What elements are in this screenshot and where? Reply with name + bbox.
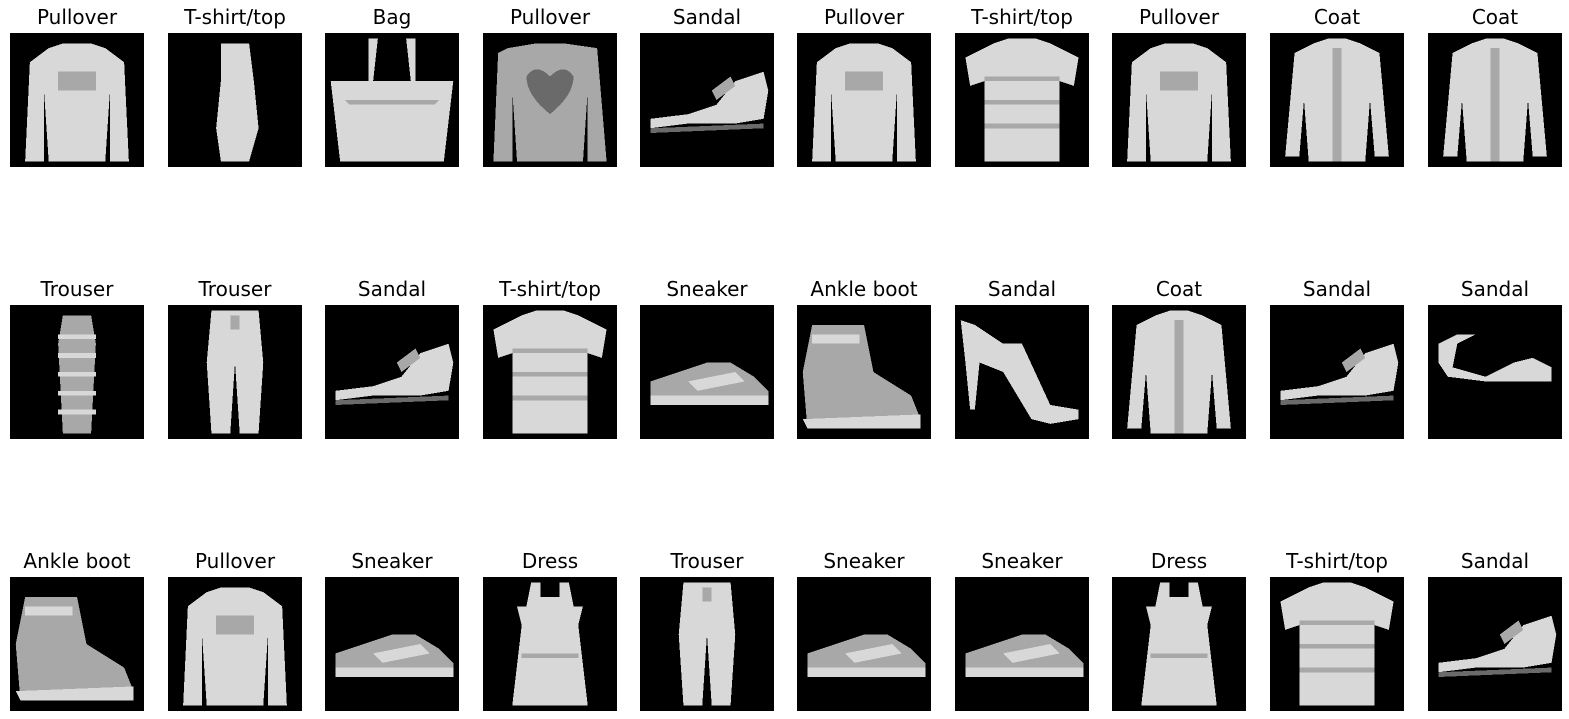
image-label: Ankle boot [810, 277, 918, 301]
image-label: Sneaker [351, 549, 433, 573]
sneaker-image [797, 577, 931, 711]
image-tile: T-shirt/top [1270, 544, 1404, 711]
trouser-image [168, 305, 302, 439]
image-tile: Dress [1112, 544, 1246, 711]
image-label: Sneaker [823, 549, 905, 573]
image-tile: Pullover [797, 0, 931, 167]
flat-sandal-image [1428, 305, 1562, 439]
pullover-image [1112, 33, 1246, 167]
image-tile: Trouser [168, 272, 302, 439]
heart-pullover-image [483, 33, 617, 167]
image-tile: T-shirt/top [168, 0, 302, 167]
image-tile: Trouser [10, 272, 144, 439]
sandal-image [1428, 577, 1562, 711]
image-tile: Sandal [1270, 272, 1404, 439]
coat-image [1428, 33, 1562, 167]
pullover-image [10, 33, 144, 167]
trouser-image [640, 577, 774, 711]
image-label: Sneaker [666, 277, 748, 301]
image-label: T-shirt/top [971, 5, 1073, 29]
image-tile: Sandal [325, 272, 459, 439]
image-label: Sandal [672, 5, 742, 29]
image-tile: Sneaker [640, 272, 774, 439]
image-tile: Sneaker [325, 544, 459, 711]
image-tile: Coat [1428, 0, 1562, 167]
bag-image [325, 33, 459, 167]
image-label: Pullover [509, 5, 591, 29]
image-label: T-shirt/top [499, 277, 601, 301]
image-label: Sandal [1460, 277, 1530, 301]
ankle-boot-image [10, 577, 144, 711]
sandal-image [1270, 305, 1404, 439]
image-label: Bag [372, 5, 412, 29]
image-label: Dress [521, 549, 579, 573]
image-tile: Pullover [168, 544, 302, 711]
sandal-image [640, 33, 774, 167]
image-label: Coat [1155, 277, 1203, 301]
pullover-image [797, 33, 931, 167]
tshirt-image [1270, 577, 1404, 711]
sandal-image [325, 305, 459, 439]
striped-dress-image [10, 305, 144, 439]
tshirt-image [955, 33, 1089, 167]
image-label: Trouser [40, 277, 114, 301]
image-tile: Sneaker [797, 544, 931, 711]
coat-image [1270, 33, 1404, 167]
coat-image [1112, 305, 1246, 439]
image-label: T-shirt/top [184, 5, 286, 29]
high-heel-sandal-image [955, 305, 1089, 439]
image-label: Sandal [1302, 277, 1372, 301]
image-label: Coat [1313, 5, 1361, 29]
sneaker-image [325, 577, 459, 711]
dress-image [1112, 577, 1246, 711]
sneaker-image [640, 305, 774, 439]
image-tile: Sandal [1428, 272, 1562, 439]
pullover-image [168, 577, 302, 711]
image-tile: Pullover [10, 0, 144, 167]
image-tile: Ankle boot [797, 272, 931, 439]
image-tile: Coat [1270, 0, 1404, 167]
ankle-boot-image [797, 305, 931, 439]
dress-image [483, 577, 617, 711]
image-tile: Ankle boot [10, 544, 144, 711]
image-label: Sandal [987, 277, 1057, 301]
tshirt-image [483, 305, 617, 439]
image-label: Pullover [36, 5, 118, 29]
image-tile: Trouser [640, 544, 774, 711]
image-tile: Coat [1112, 272, 1246, 439]
image-label: Ankle boot [23, 549, 131, 573]
image-label: Trouser [198, 277, 272, 301]
image-tile: T-shirt/top [483, 272, 617, 439]
image-label: Trouser [670, 549, 744, 573]
image-tile: Sandal [640, 0, 774, 167]
image-tile: Bag [325, 0, 459, 167]
image-label: Sneaker [981, 549, 1063, 573]
image-tile: Pullover [1112, 0, 1246, 167]
image-label: Pullover [194, 549, 276, 573]
image-tile: Pullover [483, 0, 617, 167]
image-label: Sandal [1460, 549, 1530, 573]
image-label: Dress [1150, 549, 1208, 573]
image-label: Coat [1471, 5, 1519, 29]
image-label: Sandal [357, 277, 427, 301]
image-label: T-shirt/top [1286, 549, 1388, 573]
image-tile: Sandal [1428, 544, 1562, 711]
image-label: Pullover [823, 5, 905, 29]
image-tile: Sandal [955, 272, 1089, 439]
image-tile: Sneaker [955, 544, 1089, 711]
sneaker-image [955, 577, 1089, 711]
image-tile: T-shirt/top [955, 0, 1089, 167]
image-label: Pullover [1138, 5, 1220, 29]
image-tile: Dress [483, 544, 617, 711]
dress-like-top-image [168, 33, 302, 167]
